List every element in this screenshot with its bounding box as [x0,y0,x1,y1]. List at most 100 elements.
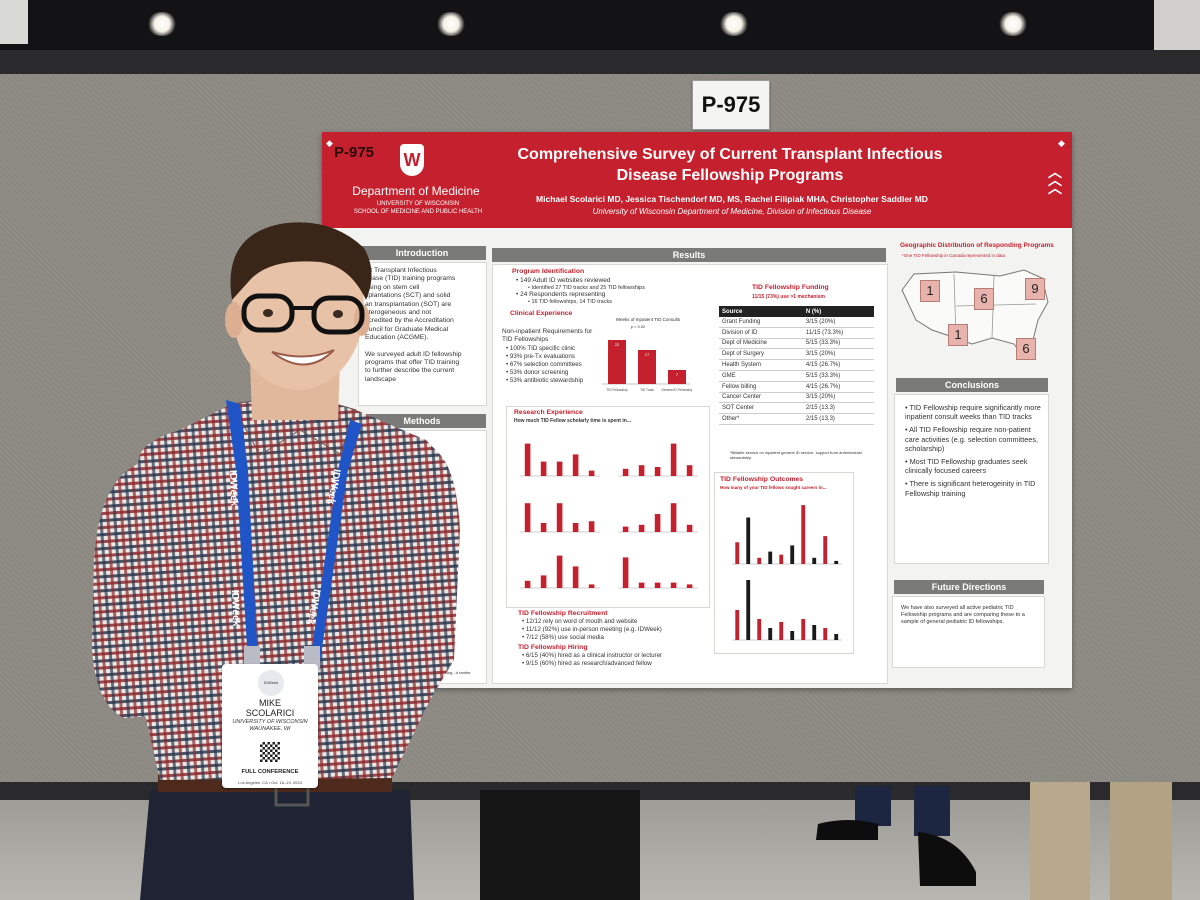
hiring-list: • 6/15 (40%) hired as a clinical instruc… [522,652,662,668]
region-count-southwest: 1 [948,324,968,346]
department-name: Department of Medicine [352,184,480,198]
mini-bar [540,523,547,532]
badge-first-name: MIKE [258,698,281,708]
funding-row: Health System 4/15 (26.7%) [719,359,874,371]
funding-cell: 4/15 (26.7%) [802,359,874,371]
methods-text: wship websites D training. ative tracks ed un… [359,431,486,601]
conference-logo: IDWeek [258,670,284,696]
lanyard-text: IDWeek [229,590,242,627]
badge-tier: FULL CONFERENCE [241,769,299,775]
methods-line: wship websites [365,435,411,442]
funding-cell: 3/15 (20%) [802,348,874,361]
mini-bar [686,524,693,532]
mini-bar [654,514,661,532]
funding-cell: 3/15 (20%) [802,317,874,328]
funding-row: Fellow billing 4/15 (26.7%) [719,381,874,393]
research-experience-heading: Research Experience [514,409,583,416]
research-time-charts [520,443,698,589]
mini-bar [790,631,795,640]
methods-line [365,477,482,485]
funding-cell: 11/15 (73.3%) [802,327,874,339]
program-identification-item: • 149 Adult ID websites reviewed [516,277,611,284]
clinical-experience-item: • 53% antibiotic stewardship [506,377,584,384]
funding-cell: Dept of Surgery [719,348,803,361]
funding-footnote: *Billable service on inpatient general I… [730,450,862,460]
hiring-heading: TID Fellowship Hiring [518,644,588,651]
mini-bar [686,584,693,588]
mini-bar [812,557,817,564]
methods-line: AST [365,559,379,567]
future-directions-heading: Future Directions [894,580,1044,594]
introduction-box: ult Transplant Infectious sease (TID) tra… [358,262,487,406]
mini-bar [588,584,595,588]
funding-cell: Grant Funding [719,317,803,328]
recruitment-heading: TID Fellowship Recruitment [518,610,608,617]
geographic-heading: Geographic Distribution of Responding Pr… [900,242,1054,249]
methods-line: Whitney U [365,584,397,592]
program-identification-item: • 24 Respondents representing [516,291,606,298]
mini-bar [834,560,839,564]
introduction-line: We surveyed adult ID fellowship [365,350,462,358]
mini-bar [572,566,579,588]
mini-bar [622,526,629,532]
funding-row: Division of ID 11/15 (73.3%) [719,327,874,339]
region-count-west: 1 [920,280,940,302]
program-identification-item: • Identified 27 TID tracks and 25 TID fe… [528,285,645,291]
funding-row: Dept of Medicine 5/15 (33.3%) [719,338,874,350]
poster-number: P-975 [334,144,375,161]
methods-line [365,568,482,576]
methods-line [365,501,482,509]
introduction-line: sease (TID) training programs [365,275,456,283]
research-poster: P-975 ◆ ◆ W Department of Medicine UNIVE… [322,132,1072,688]
outcomes-charts [732,505,842,641]
introduction-line: an transplantation (SOT) are [365,300,452,308]
pi-item: 24 Respondents representing [520,291,606,298]
introduction-line: to further describe the current [365,367,455,375]
funding-cell: 2/15 (13.3) [802,413,874,425]
mini-bar [812,625,817,640]
funding-row: GME 5/15 (33.3%) [719,370,874,382]
poster-affiliation: University of Wisconsin Department of Me… [592,207,872,216]
mini-bar [556,555,563,588]
research-experience-subheading: How much TID Fellow scholarly time is sp… [514,418,631,424]
methods-line: ed [365,484,373,492]
mini-bar [524,580,531,588]
name-badge: IDWeek MIKE SCOLARICI UNIVERSITY OF WISC… [222,664,318,788]
introduction-line: ouncil for Graduate Medical [365,325,449,333]
inpatient-consults-chart: Weeks of Inpatient TID Consults p = 0.02… [602,317,692,392]
poster-header: P-975 ◆ ◆ W Department of Medicine UNIVE… [322,132,1072,228]
clinical-experience-item: • 100% TID specific clinic [506,345,576,352]
methods-line: statistical [365,592,393,600]
methods-line: t email [365,534,386,542]
mini-bar [572,523,579,532]
mini-bar [638,582,645,588]
chevron-up-icon: ︿ ︿ ︿ [1048,164,1062,196]
methods-line: tracks [365,468,384,476]
mini-bar [524,443,531,476]
funding-row: Cancer Center 3/15 (20%) [719,392,874,404]
recruitment-item: • 7/12 (58%) use social media [522,634,604,641]
category-label: General ID Fellowship [661,388,692,392]
mini-bar [801,619,806,640]
methods-heading: Methods [358,414,486,428]
category-label: TID Track [640,388,654,392]
mini-bar [572,454,579,476]
bar-value-label: 17 [645,352,650,357]
mini-bar [670,443,677,476]
badge-location: Los Angeles, CA • Oct. 16–19, 2024 [238,780,302,785]
hiring-item: • 9/15 (60%) hired as research/advanced … [522,660,652,667]
poster-title: Comprehensive Survey of Current Transpla… [500,144,960,186]
mini-bar [735,610,740,640]
conclusion-item: • Most TID Fellowship graduates seek cli… [905,457,1028,476]
methods-line: ted the [365,517,386,525]
conclusion-item: • TID Fellowship require significantly m… [905,403,1041,422]
funding-cell: Cancer Center [719,392,803,404]
funding-row: SOT Center 2/15 (13.3) [719,402,874,415]
ceiling-light [719,12,749,36]
funding-cell: 5/15 (33.3%) [802,370,874,382]
geographic-note: *One TID Fellowship in Canada represente… [902,253,1005,258]
recruitment-item: • 12/12 rely on word of mouth and websit… [522,618,638,625]
recruitment-item: • 11/12 (92%) use in-person meeting (e.g… [522,626,662,633]
bar-value-label: 7 [676,372,679,377]
mini-bar [524,503,531,532]
